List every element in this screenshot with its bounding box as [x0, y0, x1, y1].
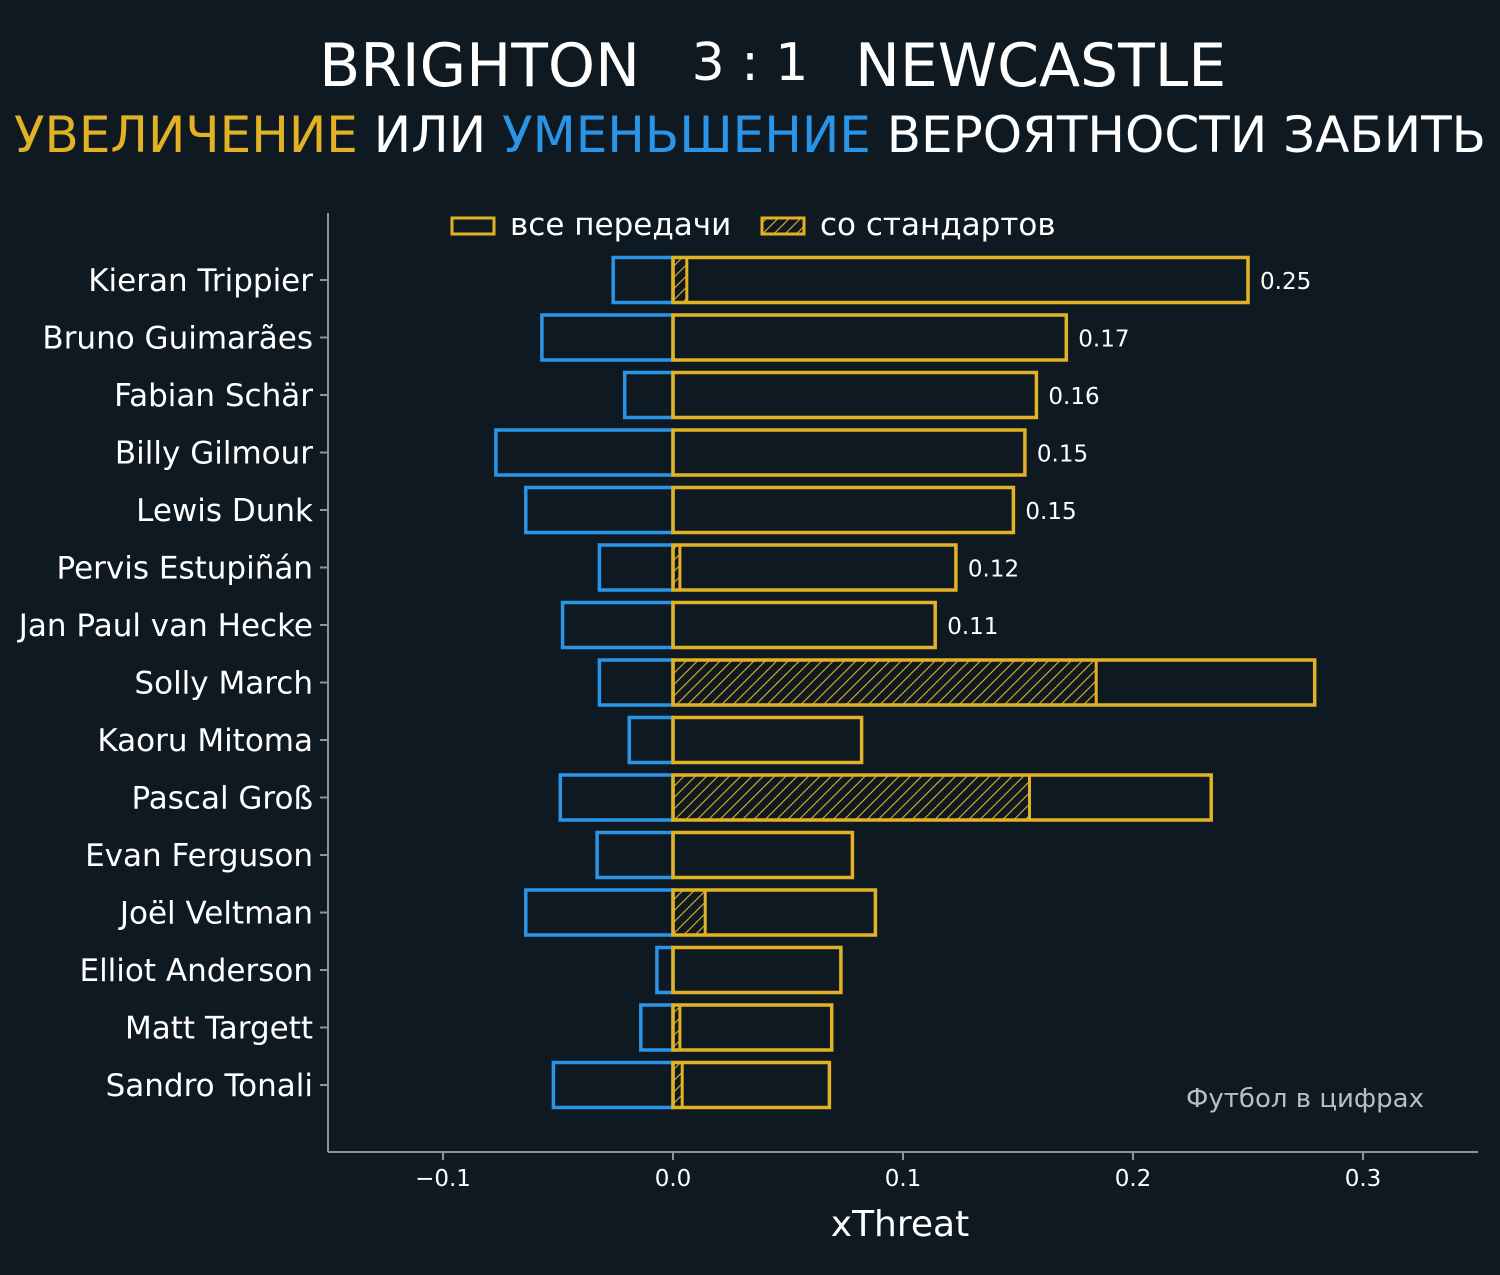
x-tick-label: 0.0	[655, 1166, 692, 1192]
positive-bar	[671, 945, 843, 995]
credit-text: Футбол в цифрах	[1186, 1084, 1424, 1114]
category-label: Pascal Groß	[131, 781, 313, 817]
set-piece-bar	[671, 888, 707, 937]
value-label: 0.17	[1078, 327, 1129, 353]
subtitle-or: ИЛИ	[374, 106, 486, 164]
x-axis-label: xThreat	[831, 1204, 969, 1245]
value-label: 0.25	[1260, 269, 1311, 295]
positive-bar	[671, 658, 1317, 707]
value-label: 0.15	[1025, 499, 1076, 525]
negative-bar	[639, 1003, 675, 1052]
positive-bar	[671, 313, 1069, 362]
x-tick-label: 0.3	[1345, 1166, 1382, 1192]
home-team-title: BRIGHTON	[319, 31, 640, 101]
category-labels: Kieran Trippier Bruno Guimarães Fabian Sch…	[17, 263, 314, 1104]
category-label: Sandro Tonali	[106, 1068, 313, 1104]
legend-label-set-pieces: со стандартов	[820, 207, 1056, 243]
legend-swatch-set-pieces	[760, 216, 806, 236]
negative-bar	[622, 370, 675, 420]
positive-bar	[671, 600, 937, 650]
legend-label-all-passes: все передачи	[510, 207, 731, 243]
away-team-title: NEWCASTLE	[855, 31, 1226, 101]
category-label: Jan Paul van Hecke	[17, 608, 313, 644]
positive-bar	[671, 543, 958, 592]
legend-swatch-all-passes	[450, 216, 496, 236]
positive-bar	[671, 830, 855, 880]
value-label: 0.11	[947, 614, 998, 640]
negative-bar	[597, 543, 675, 592]
category-label: Evan Ferguson	[85, 838, 313, 874]
set-piece-bar	[671, 773, 1031, 822]
subtitle: УВЕЛИЧЕНИЕ ИЛИ УМЕНЬШЕНИЕ ВЕРОЯТНОСТИ ЗА…	[14, 106, 1486, 164]
legend: все передачи со стандартов	[450, 207, 1056, 243]
positive-bar	[671, 715, 864, 765]
positive-bar	[671, 888, 878, 937]
value-label: 0.16	[1048, 384, 1099, 410]
negative-bar	[595, 830, 675, 880]
negative-bar	[524, 485, 675, 535]
negative-bar	[551, 1060, 675, 1110]
subtitle-decrease: УМЕНЬШЕНИЕ	[502, 106, 871, 164]
subtitle-increase: УВЕЛИЧЕНИЕ	[14, 106, 358, 164]
category-label: Pervis Estupiñán	[57, 551, 314, 587]
negative-bar	[655, 945, 675, 995]
category-label: Elliot Anderson	[79, 953, 313, 989]
bars: 0.25 0.17 0.16 0.15 0.15 0.12 0.11	[494, 255, 1317, 1110]
axes: −0.1 0.0 0.1 0.2 0.3	[320, 213, 1478, 1192]
positive-bar	[671, 773, 1213, 822]
category-label: Fabian Schär	[114, 378, 313, 414]
set-piece-bar	[671, 658, 1098, 707]
category-label: Kaoru Mitoma	[97, 723, 313, 759]
positive-bar	[671, 428, 1027, 477]
negative-bar	[597, 658, 675, 707]
negative-bar	[494, 428, 675, 477]
x-tick-label: −0.1	[415, 1166, 471, 1192]
x-tick-label: 0.1	[885, 1166, 922, 1192]
value-label: 0.12	[968, 557, 1019, 583]
negative-bar	[627, 715, 675, 765]
negative-bar	[560, 600, 675, 650]
x-tick-label: 0.2	[1115, 1166, 1152, 1192]
positive-bar	[671, 370, 1039, 420]
positive-bar	[671, 485, 1016, 535]
negative-bar	[524, 888, 675, 937]
set-piece-bar	[671, 256, 689, 304]
positive-bar	[671, 1060, 832, 1110]
category-label: Solly March	[134, 666, 313, 702]
positive-bar	[671, 255, 1250, 305]
value-label: 0.15	[1037, 442, 1088, 468]
negative-bar	[558, 773, 675, 822]
match-score: 3 : 1	[692, 33, 809, 93]
category-label: Joël Veltman	[118, 896, 313, 932]
category-label: Matt Targett	[125, 1011, 313, 1047]
negative-bar	[540, 313, 675, 362]
category-label: Kieran Trippier	[88, 263, 313, 299]
positive-bar	[671, 1003, 834, 1052]
category-label: Lewis Dunk	[136, 493, 313, 529]
negative-bar	[611, 255, 675, 305]
category-label: Bruno Guimarães	[42, 321, 313, 357]
subtitle-rest: ВЕРОЯТНОСТИ ЗАБИТЬ	[887, 106, 1486, 164]
category-label: Billy Gilmour	[115, 436, 313, 472]
